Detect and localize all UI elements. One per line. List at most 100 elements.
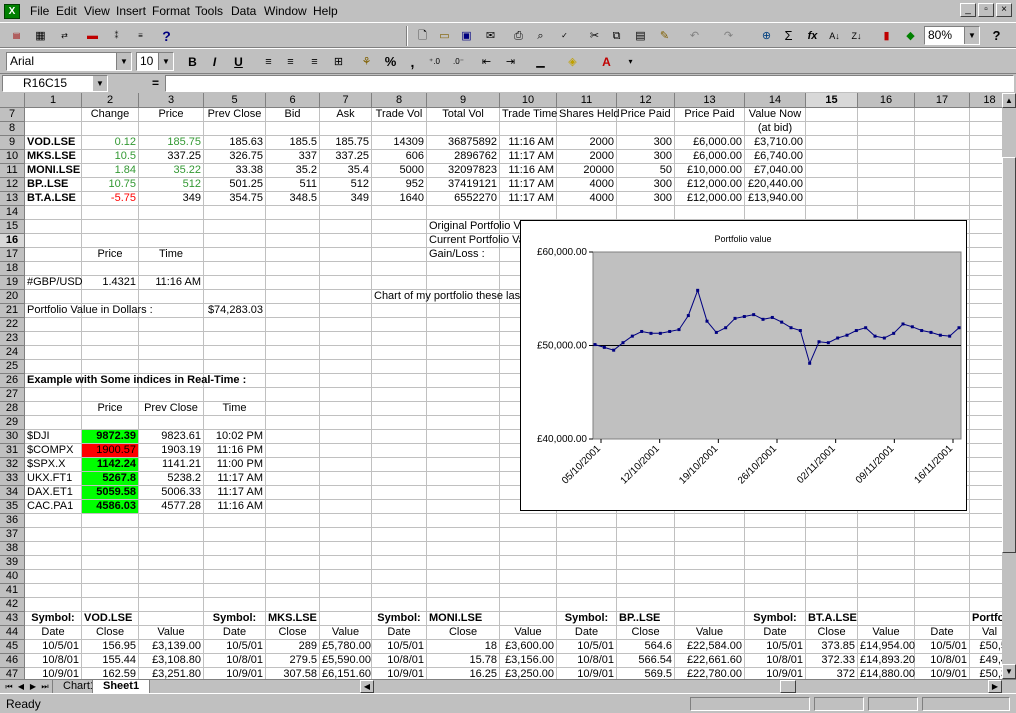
menu-window[interactable]: Window: [264, 4, 307, 18]
cell[interactable]: 289: [266, 640, 320, 654]
cell[interactable]: Gain/Loss :: [427, 248, 500, 262]
cell[interactable]: Date: [915, 626, 970, 640]
autosum-icon[interactable]: Σ: [784, 28, 793, 43]
row-header[interactable]: 11: [0, 164, 25, 178]
scroll-right-icon[interactable]: ▶: [988, 680, 1002, 693]
cell[interactable]: Date: [25, 626, 82, 640]
excel-app-icon[interactable]: X: [4, 4, 20, 19]
cell[interactable]: #GBP/USD: [25, 276, 83, 290]
cell[interactable]: £22,661.60: [675, 654, 745, 668]
cell[interactable]: 35.2: [266, 164, 320, 178]
restore-icon[interactable]: ▫: [978, 3, 994, 17]
menu-tools[interactable]: Tools: [195, 4, 224, 18]
merge-center-icon[interactable]: ⊞: [333, 56, 344, 68]
tab-sheet1[interactable]: Sheet1: [92, 680, 151, 694]
column-header[interactable]: 1: [25, 93, 82, 108]
cell[interactable]: 185.75: [320, 136, 372, 150]
cell[interactable]: 606: [372, 150, 427, 164]
font-size-select[interactable]: 10 ▼: [136, 52, 174, 71]
row-header[interactable]: 8: [0, 122, 25, 136]
column-header[interactable]: 2: [82, 93, 139, 108]
currency-icon[interactable]: ⚘: [361, 56, 372, 68]
zoom-select[interactable]: 80% ▼: [924, 26, 980, 45]
cell[interactable]: £3,156.00: [500, 654, 557, 668]
cell[interactable]: 10/8/01: [372, 654, 427, 668]
column-header[interactable]: 18: [970, 93, 1002, 108]
cell[interactable]: Close: [82, 626, 139, 640]
row-header[interactable]: 21: [0, 304, 25, 318]
cell[interactable]: Example with Some indices in Real-Time :: [25, 374, 266, 388]
column-header[interactable]: 8: [372, 93, 427, 108]
row-header[interactable]: 44: [0, 626, 25, 640]
cell[interactable]: 10/8/01: [204, 654, 266, 668]
horizontal-scrollbar[interactable]: ◀ ▶: [360, 680, 1002, 693]
row-header[interactable]: 41: [0, 584, 25, 598]
row-header[interactable]: 31: [0, 444, 25, 458]
column-header[interactable]: 7: [320, 93, 372, 108]
cell[interactable]: 10/9/01: [25, 668, 82, 679]
column-header[interactable]: 10: [500, 93, 557, 108]
row-header[interactable]: 28: [0, 402, 25, 416]
name-box[interactable]: R16C15 ▼: [2, 75, 108, 92]
cell[interactable]: 11:16 AM: [139, 276, 204, 290]
last-sheet-icon[interactable]: ⏭: [41, 682, 49, 691]
cell[interactable]: 2000: [557, 150, 617, 164]
cell[interactable]: 4586.03: [82, 500, 139, 514]
row-header[interactable]: 16: [0, 234, 25, 248]
cell[interactable]: Trade Time: [500, 108, 558, 122]
cell[interactable]: Change: [82, 108, 139, 122]
cell[interactable]: £14,880.00: [858, 668, 915, 679]
cell[interactable]: BT.A.LSE: [25, 192, 82, 206]
cell[interactable]: £22,584.00: [675, 640, 745, 654]
function-icon[interactable]: fx: [807, 30, 818, 42]
cell[interactable]: MONI.LSE: [25, 164, 82, 178]
cell[interactable]: Price: [82, 248, 139, 262]
text-addin-icon[interactable]: ≡: [138, 31, 143, 40]
cell[interactable]: 512: [320, 178, 372, 192]
cell[interactable]: $SPX.X: [25, 458, 82, 472]
cell[interactable]: 300: [617, 136, 675, 150]
cell[interactable]: £6,000.00: [675, 136, 745, 150]
cell[interactable]: 11:16 AM: [204, 500, 266, 514]
row-header[interactable]: 36: [0, 514, 25, 528]
scroll-up-icon[interactable]: ▲: [1002, 93, 1016, 108]
cell[interactable]: 6552270: [427, 192, 500, 206]
row-header[interactable]: 19: [0, 276, 25, 290]
cell[interactable]: £10,000.00: [675, 164, 745, 178]
cell[interactable]: 354.75: [204, 192, 266, 206]
cell[interactable]: Close: [266, 626, 320, 640]
cell[interactable]: Original Portfolio Value :: [427, 220, 557, 234]
cell[interactable]: 11:00 PM: [204, 458, 266, 472]
cell[interactable]: Bid: [266, 108, 320, 122]
horizontal-scroll-thumb[interactable]: [780, 680, 796, 693]
print-icon[interactable]: ⎙: [514, 30, 523, 42]
cell[interactable]: 5059.58: [82, 486, 139, 500]
cell[interactable]: Value: [500, 626, 557, 640]
row-header[interactable]: 15: [0, 220, 25, 234]
cell[interactable]: 952: [372, 178, 427, 192]
cell[interactable]: 5238.2: [139, 472, 204, 486]
row-header[interactable]: 26: [0, 374, 25, 388]
chevron-down-icon[interactable]: ▼: [964, 27, 979, 44]
cell[interactable]: 14309: [372, 136, 427, 150]
minimize-icon[interactable]: _: [960, 3, 976, 17]
align-left-icon[interactable]: ≡: [265, 56, 272, 68]
cell[interactable]: 11:16 AM: [500, 164, 557, 178]
align-right-icon[interactable]: ≡: [311, 56, 318, 68]
cell[interactable]: Date: [204, 626, 266, 640]
cell[interactable]: £13,940.00: [745, 192, 806, 206]
row-header[interactable]: 14: [0, 206, 25, 220]
cell[interactable]: Value Now: [745, 108, 806, 122]
cell[interactable]: 326.75: [204, 150, 266, 164]
save-icon[interactable]: ▣: [461, 30, 472, 42]
row-header[interactable]: 39: [0, 556, 25, 570]
cell[interactable]: 5267.8: [82, 472, 139, 486]
copy-icon[interactable]: ⧉: [612, 30, 621, 42]
row-header[interactable]: 13: [0, 192, 25, 206]
cut-icon[interactable]: ✂: [589, 30, 600, 42]
percent-button[interactable]: %: [384, 54, 397, 69]
cell[interactable]: 33.38: [204, 164, 266, 178]
cell[interactable]: 35.22: [139, 164, 204, 178]
cell[interactable]: MONI.LSE: [427, 612, 500, 626]
cell[interactable]: Val: [970, 626, 1002, 640]
